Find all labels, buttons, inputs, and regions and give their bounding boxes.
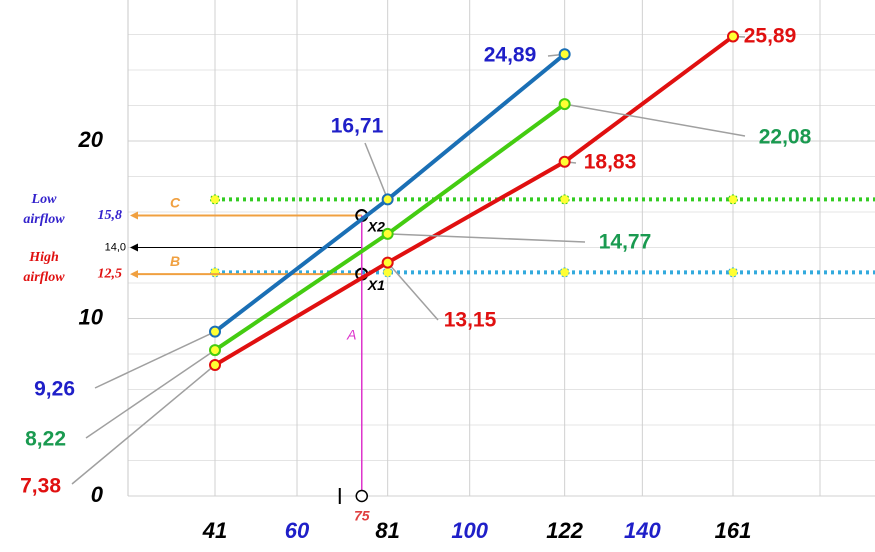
operating-letter: A (346, 327, 356, 343)
point (381, 227, 394, 240)
value-label: 7,38 (20, 475, 61, 498)
point (381, 193, 394, 206)
leader-line (387, 233, 586, 243)
value-label: 25,89 (744, 25, 797, 48)
dotted-point (728, 194, 738, 205)
arrow-head (130, 211, 138, 220)
point (209, 325, 221, 338)
y-tick-label: 10 (79, 304, 104, 329)
value-label: 24,89 (484, 44, 537, 67)
value-label: 18,83 (584, 151, 637, 174)
leader-line (71, 364, 216, 485)
dotted-point (728, 267, 738, 278)
point (558, 48, 571, 61)
dotted-point (210, 194, 220, 205)
x-tick-label: 60 (285, 518, 310, 543)
point (209, 359, 221, 372)
leader-line (94, 330, 216, 389)
leader-line (85, 349, 216, 439)
value-label: 22,08 (759, 126, 812, 149)
level-letter: C (170, 194, 181, 210)
level-name: Low airflow (23, 191, 65, 227)
x-tick-label: 41 (202, 518, 227, 543)
point-label: X2 (367, 218, 385, 234)
point (558, 155, 571, 168)
value-label: 8,22 (25, 428, 66, 451)
point (558, 98, 571, 111)
operating-label: 75 (354, 508, 370, 524)
point (727, 30, 739, 43)
series-line (213, 34, 735, 367)
x-tick-label: 81 (375, 518, 399, 543)
leader-line (387, 262, 439, 321)
arrow-head (130, 270, 138, 279)
arrow-head (130, 243, 138, 252)
dotted-point (559, 194, 570, 205)
level-letter: B (170, 253, 180, 269)
y-tick-label: 20 (78, 127, 104, 152)
leader-line (564, 103, 746, 137)
value-label: 9,26 (34, 378, 75, 401)
level-label: 12,5 (98, 266, 123, 281)
level-name: High airflow (23, 250, 65, 286)
x-tick-label: 122 (546, 518, 583, 543)
x-tick-label: 140 (624, 518, 661, 543)
x-tick-label: 161 (715, 518, 752, 543)
level-label: 15,8 (98, 208, 123, 223)
dotted-point (382, 267, 393, 278)
point (209, 344, 221, 357)
value-label: 16,71 (331, 115, 384, 138)
point (381, 256, 394, 269)
dotted-point (559, 267, 570, 278)
dotted-point (210, 267, 220, 278)
operating-base (355, 489, 369, 503)
leader-line (364, 142, 389, 200)
point-label: X1 (367, 277, 385, 293)
y-tick-label: 0 (91, 482, 104, 507)
level-label: 14,0 (105, 241, 126, 253)
value-label: 13,15 (444, 309, 497, 332)
value-label: 14,77 (599, 231, 652, 254)
x-tick-label: 100 (451, 518, 488, 543)
